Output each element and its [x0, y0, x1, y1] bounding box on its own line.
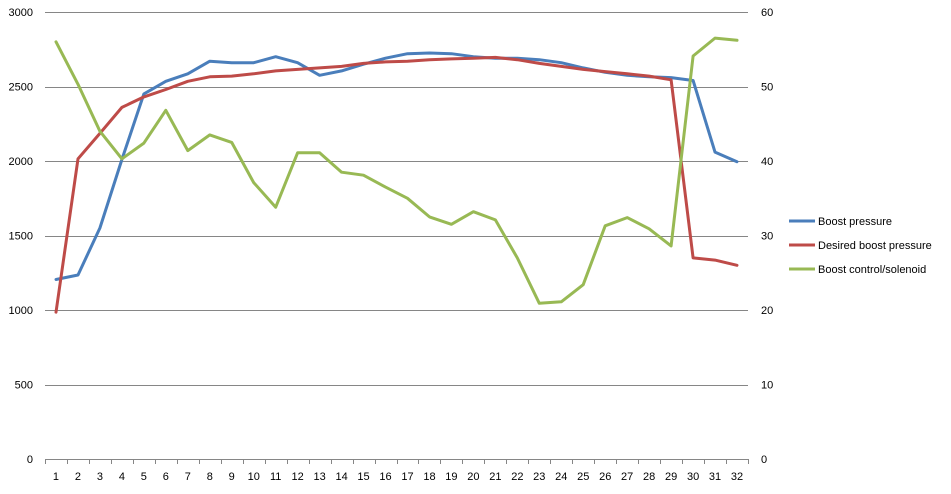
x-tick-label: 14: [335, 471, 347, 483]
gridlines: [45, 12, 748, 386]
y2-tick-label: 60: [761, 7, 773, 19]
y2-tick-label: 30: [761, 231, 773, 243]
y2-tick-label: 40: [761, 156, 773, 168]
x-tick-label: 12: [292, 471, 304, 483]
y-tick-label: 1000: [9, 305, 33, 317]
x-tick-label: 13: [313, 471, 325, 483]
x-tick-label: 5: [141, 471, 147, 483]
x-tick-label: 4: [119, 471, 125, 483]
legend-label: Desired boost pressure: [818, 240, 932, 252]
x-tick-label: 31: [709, 471, 721, 483]
x-tick-label: 9: [229, 471, 235, 483]
legend-label: Boost control/solenoid: [818, 264, 926, 276]
x-tick-label: 3: [97, 471, 103, 483]
x-tick-label: 25: [577, 471, 589, 483]
x-tick-label: 17: [401, 471, 413, 483]
legend: Boost pressure Desired boost pressure Boos…: [789, 216, 932, 276]
y-tick-label: 500: [15, 380, 33, 392]
x-tick-label: 18: [423, 471, 435, 483]
x-tick-label: 1: [53, 471, 59, 483]
x-tick-label: 8: [207, 471, 213, 483]
series-line: [54, 36, 739, 305]
x-tick-label: 23: [533, 471, 545, 483]
series-line: [54, 55, 739, 314]
x-tick-label: 20: [467, 471, 479, 483]
y-tick-label: 0: [27, 454, 33, 466]
x-tick-label: 15: [357, 471, 369, 483]
x-tick-label: 32: [731, 471, 743, 483]
x-tick-label: 6: [163, 471, 169, 483]
series-lines: [54, 36, 739, 314]
x-tick-label: 7: [185, 471, 191, 483]
y2-tick-label: 50: [761, 82, 773, 94]
x-tick-label: 22: [511, 471, 523, 483]
x-tick-label: 11: [270, 471, 281, 483]
y-tick-label: 2500: [9, 82, 33, 94]
x-tick-label: 16: [379, 471, 391, 483]
x-tick-label: 10: [248, 471, 260, 483]
y-tick-label: 1500: [9, 231, 33, 243]
x-tick-label: 30: [687, 471, 699, 483]
y2-tick-label: 20: [761, 305, 773, 317]
x-tick-label: 26: [599, 471, 611, 483]
y2-tick-label: 10: [761, 380, 773, 392]
x-tick-label: 27: [621, 471, 633, 483]
legend-label: Boost pressure: [818, 216, 892, 228]
x-tick-label: 29: [665, 471, 677, 483]
y-tick-label: 3000: [9, 7, 33, 19]
x-tick-label: 2: [75, 471, 81, 483]
y2-tick-label: 0: [761, 454, 767, 466]
x-tick-label: 19: [445, 471, 457, 483]
y-tick-label: 2000: [9, 156, 33, 168]
x-tick-label: 28: [643, 471, 655, 483]
x-tick-label: 24: [555, 471, 567, 483]
x-tick-label: 21: [489, 471, 501, 483]
